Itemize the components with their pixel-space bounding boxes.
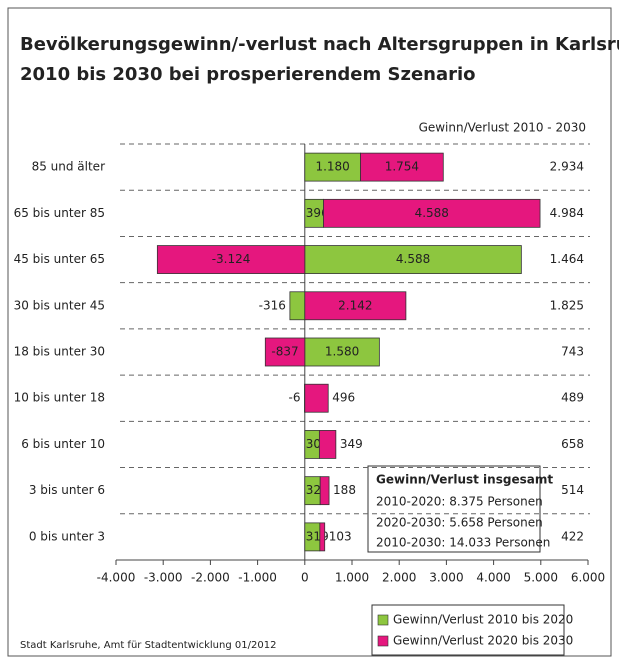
total-label: 4.984 [550,206,584,220]
category-label: 18 bis unter 30 [14,345,105,359]
category-label: 10 bis unter 18 [14,391,105,405]
value-label: 1.580 [325,345,359,359]
bar-segment [304,152,361,182]
x-tick-label: 5.000 [524,571,558,585]
x-tick-label: -3.000 [144,571,183,585]
category-label: 6 bis unter 10 [21,437,105,451]
x-tick-label: 3.000 [429,571,463,585]
x-tick-label: -1.000 [238,571,277,585]
summary-title: Gewinn/Verlust insgesamt [376,473,553,487]
bar-segment [289,291,306,321]
summary-line: 2010-2020: 8.375 Personen [376,495,543,509]
bar-segment [304,383,329,413]
category-label: 85 und älter [32,160,106,174]
legend-swatch [377,614,389,626]
legend-swatch [377,635,389,647]
bar-segment [323,198,541,228]
total-label: 1.464 [550,252,584,266]
category-label: 3 bis unter 6 [29,483,105,497]
chart-title: Bevölkerungsgewinn/-verlust nach Altersg… [20,34,619,55]
category-label: 0 bis unter 3 [29,529,105,543]
summary-line: 2010-2030: 14.033 Personen [376,536,550,550]
x-tick-label: -2.000 [191,571,230,585]
total-label: 489 [561,391,584,405]
x-tick-label: 0 [301,571,309,585]
frame [7,7,612,657]
bar-segment [264,337,306,367]
total-label: 1.825 [550,298,584,312]
value-label: 188 [333,483,356,497]
value-label: 4.588 [415,206,449,220]
legend-label: Gewinn/Verlust 2010 bis 2020 [393,613,573,627]
bar-segment [319,476,330,506]
value-label: 1.754 [385,160,419,174]
chart-subtitle: 2010 bis 2030 bei prosperierendem Szenar… [20,64,476,85]
total-label: 514 [561,483,584,497]
bar-segment [304,337,380,367]
x-tick-label: -4.000 [97,571,136,585]
x-tick-label: 4.000 [476,571,510,585]
value-label: 1.180 [315,160,349,174]
totals-title: Gewinn/Verlust 2010 - 2030 [419,121,586,135]
total-label: 422 [561,529,584,543]
legend [371,604,565,656]
bar-segment [156,245,306,274]
value-label: 319 [306,529,329,543]
value-label: -6 [289,391,301,405]
summary-line: 2020-2030: 5.658 Personen [376,516,543,530]
value-label: 396 [306,206,329,220]
bar-segment [318,430,337,459]
x-tick-label: 1.000 [335,571,369,585]
value-label: -3.124 [212,252,251,266]
value-label: 4.588 [396,252,430,266]
total-label: 2.934 [550,160,584,174]
bar-segment [304,291,407,321]
x-tick-label: 6.000 [571,571,605,585]
value-label: 496 [332,391,355,405]
summary-box [367,465,541,553]
category-label: 45 bis unter 65 [14,252,105,266]
value-label: -316 [259,298,286,312]
bar-segment [319,522,326,552]
category-label: 30 bis unter 45 [14,298,105,312]
value-label: -837 [271,345,298,359]
legend-label: Gewinn/Verlust 2020 bis 2030 [393,634,573,648]
bar-segment [360,152,444,182]
category-label: 65 bis unter 85 [14,206,105,220]
value-label: 103 [329,529,352,543]
x-tick-label: 2.000 [382,571,416,585]
value-label: 2.142 [338,298,372,312]
value-label: 349 [340,437,363,451]
total-label: 658 [561,437,584,451]
total-label: 743 [561,345,584,359]
bar-segment [304,245,522,274]
source: Stadt Karlsruhe, Amt für Stadtentwicklun… [20,640,276,651]
